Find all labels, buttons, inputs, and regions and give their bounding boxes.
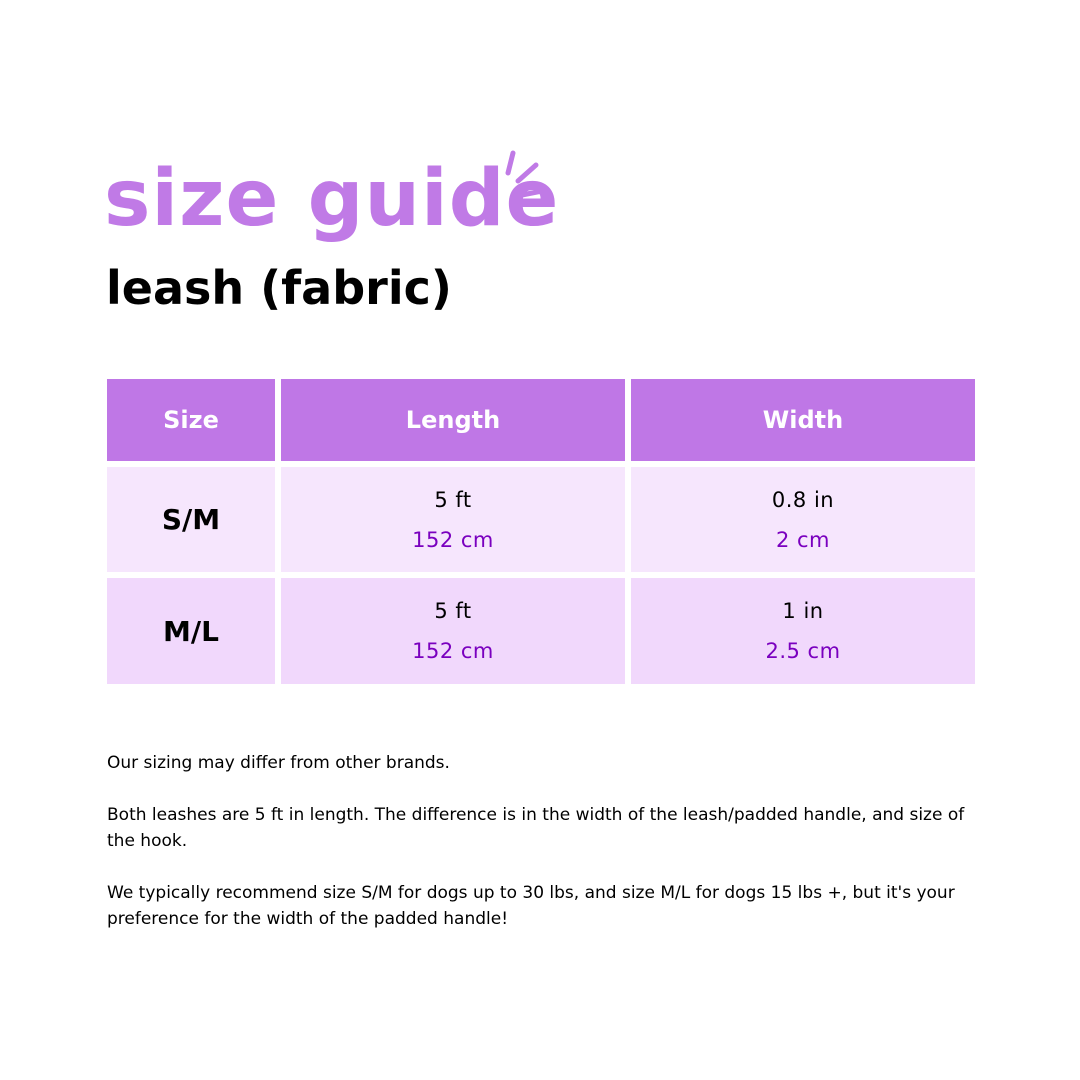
row-length-cell: 5 ft 152 cm (281, 467, 625, 572)
row-width-cell: 1 in 2.5 cm (631, 578, 975, 684)
length-metric: 152 cm (412, 527, 494, 552)
width-metric: 2.5 cm (765, 639, 841, 663)
row-size-cell: M/L (107, 578, 275, 684)
width-imperial: 0.8 in (771, 487, 835, 512)
sparkle-icon (505, 150, 550, 198)
length-imperial: 5 ft (434, 599, 472, 623)
header-length: Length (281, 379, 625, 461)
width-imperial: 1 in (782, 599, 824, 623)
page-subtitle: leash (fabric) (106, 261, 452, 315)
row-width-cell: 0.8 in 2 cm (631, 467, 975, 572)
note-paragraph: Our sizing may differ from other brands. (107, 753, 450, 773)
header-size: Size (107, 379, 275, 461)
length-imperial: 5 ft (434, 487, 472, 512)
note-paragraph: We typically recommend size S/M for dogs… (107, 883, 955, 929)
page-title: size guide (104, 154, 560, 244)
notes: Our sizing may differ from other brands.… (107, 750, 987, 958)
row-length-cell: 5 ft 152 cm (281, 578, 625, 684)
width-metric: 2 cm (775, 527, 831, 552)
note-paragraph: Both leashes are 5 ft in length. The dif… (107, 805, 965, 851)
row-size-cell: S/M (107, 467, 275, 572)
length-metric: 152 cm (412, 639, 494, 663)
header-width: Width (631, 379, 975, 461)
